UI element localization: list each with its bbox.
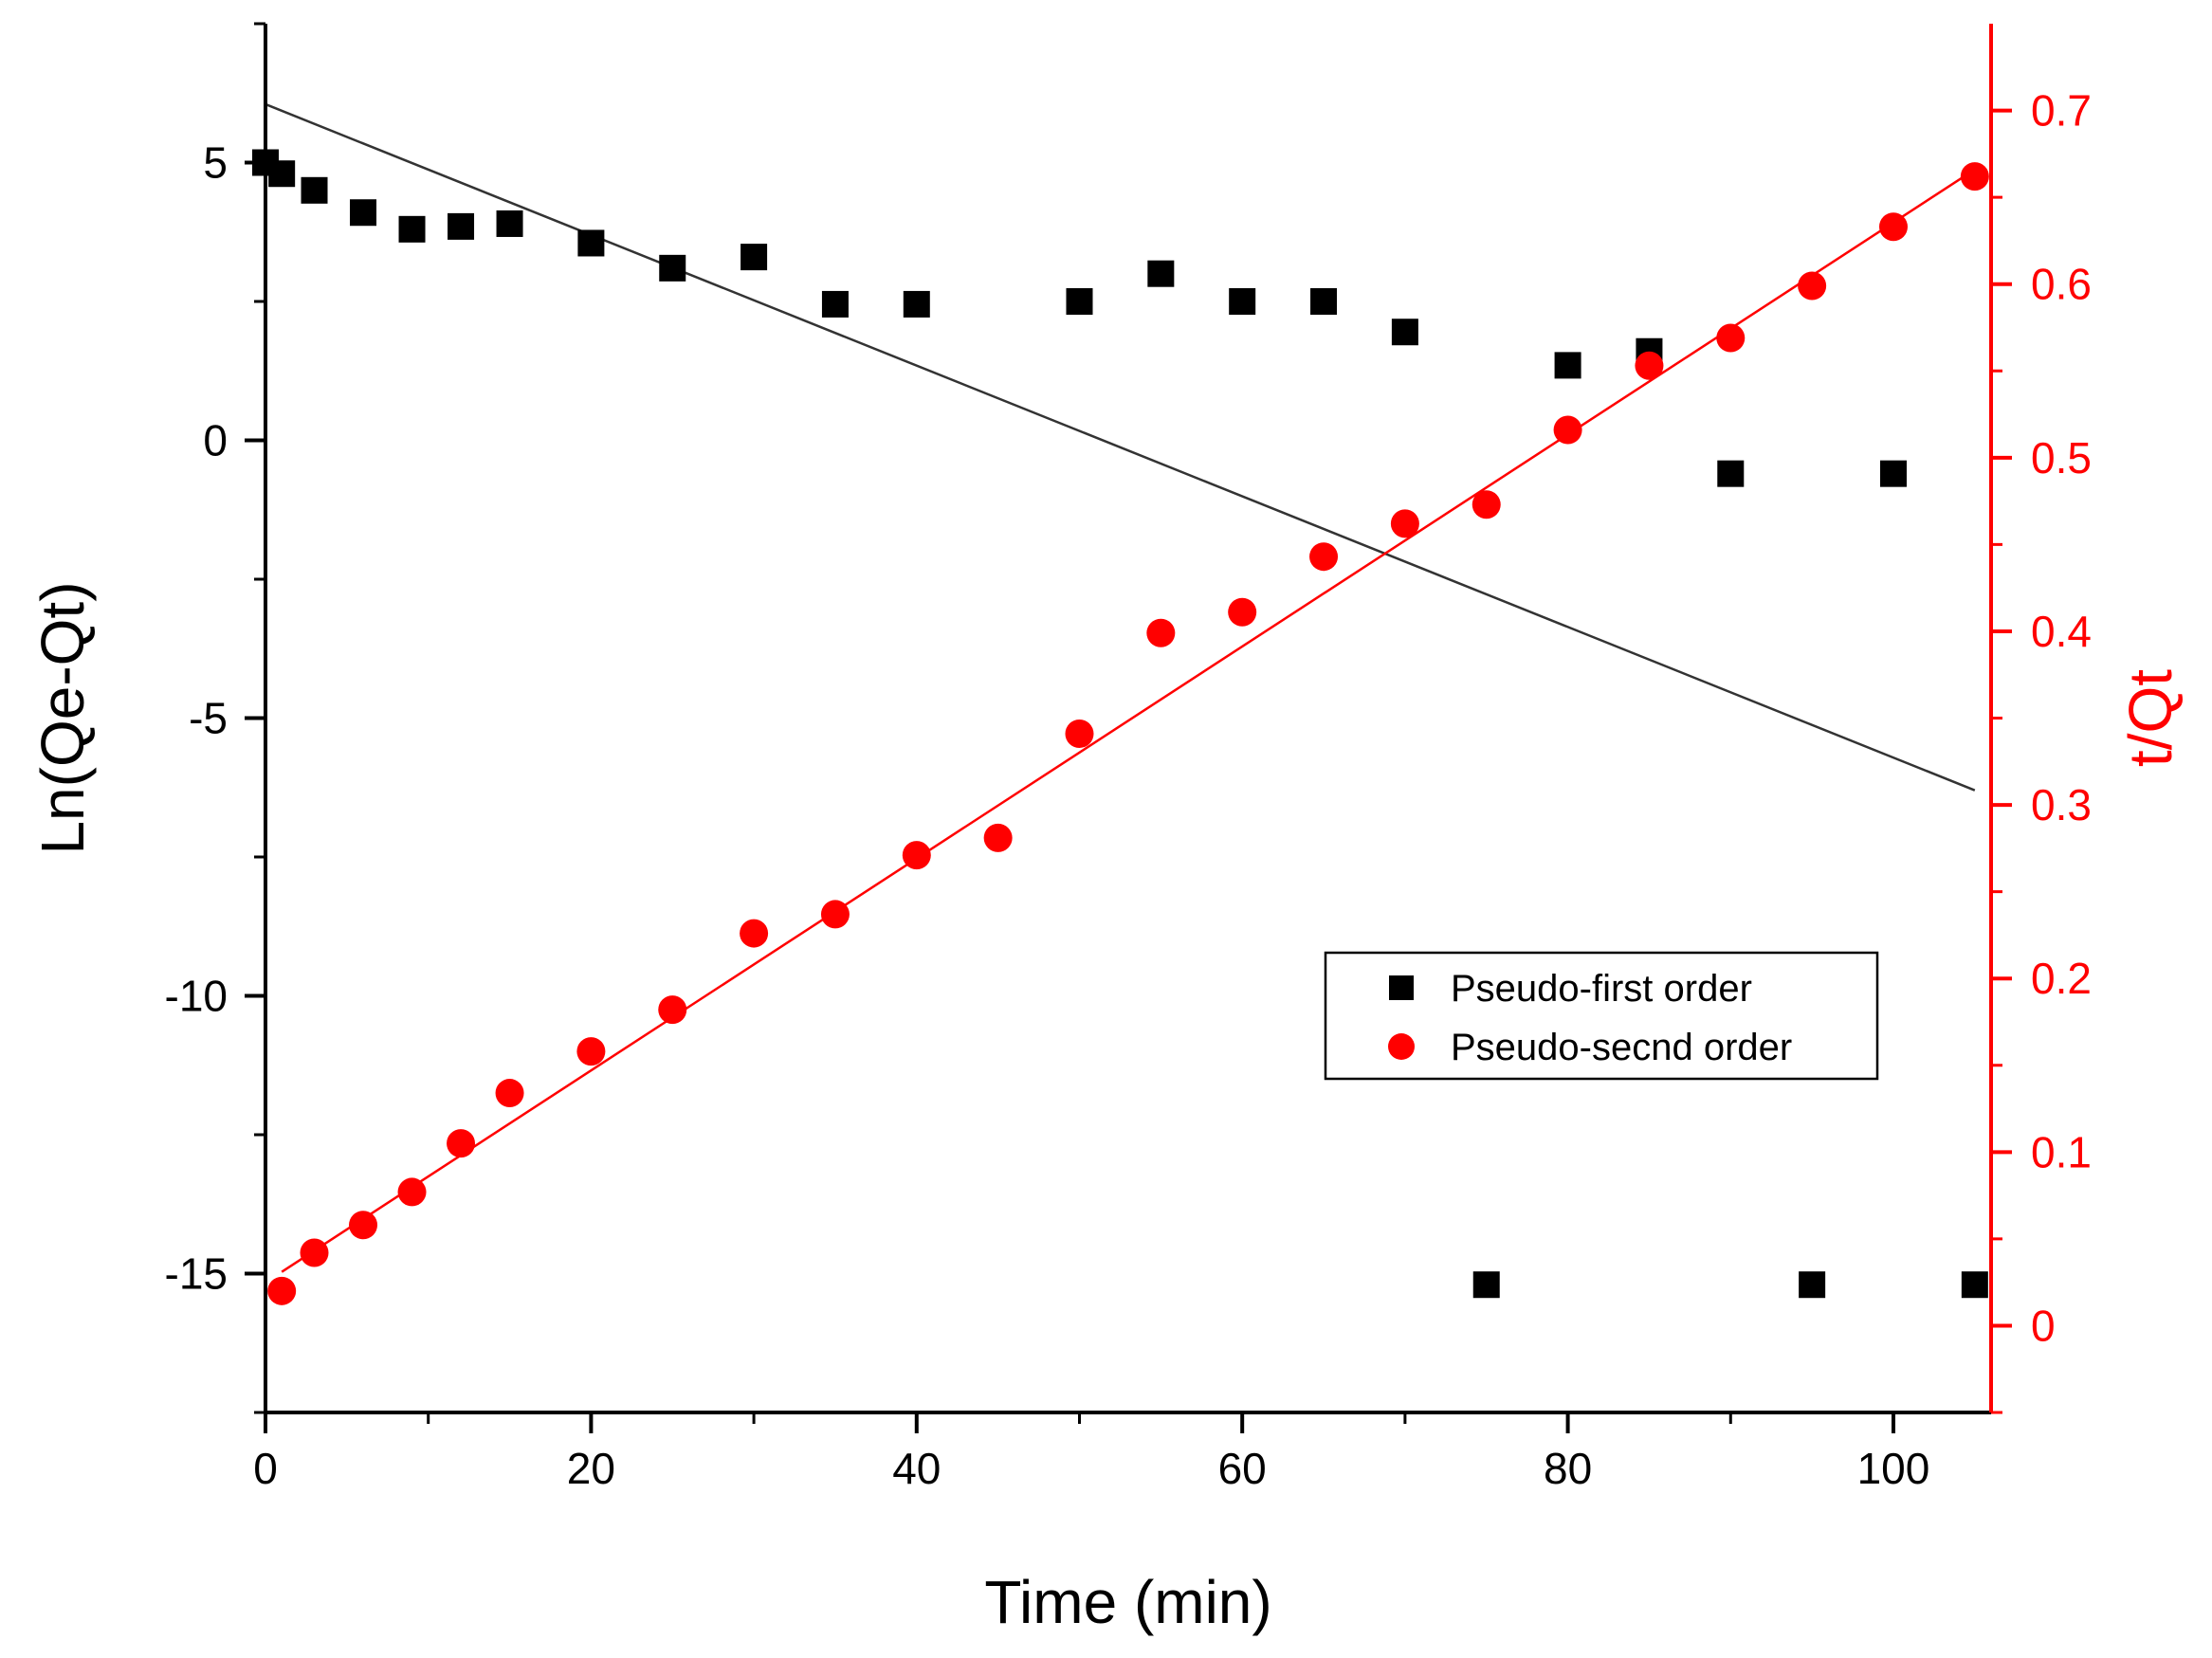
y-axis-left-title: Ln(Qe-Qt) (28, 581, 97, 854)
first-order-point (350, 199, 377, 227)
second-order-point (300, 1238, 329, 1267)
y-left-tick-label: -15 (165, 1249, 228, 1299)
legend-box (1324, 951, 1879, 1081)
axes: 0 20 40 60 80 100 5 0 -5 -10 -15 0 0.1 0.2 0.3 0.4 0.5 0.… (165, 22, 2092, 1493)
y-right-tick-label: 0 (2031, 1301, 2056, 1350)
first-order-point (1717, 460, 1745, 487)
second-order-point (1878, 212, 1908, 242)
second-order-point (397, 1177, 427, 1207)
x-tick-label: 20 (567, 1444, 615, 1493)
first-order-point (740, 244, 768, 271)
x-tick-label: 60 (1218, 1444, 1267, 1493)
second-order-point (267, 1276, 297, 1305)
second-order-point (658, 995, 687, 1025)
second-order-point (740, 919, 769, 948)
y-right-tick-label: 0.6 (2031, 260, 2092, 309)
second-order-point (349, 1211, 378, 1240)
second-order-point (1635, 351, 1664, 380)
second-order-point (576, 1037, 606, 1066)
second-order-point (1228, 597, 1257, 627)
second-order-point (1960, 162, 1989, 191)
legend-square-marker (1389, 975, 1414, 1000)
second-order-point (1472, 490, 1501, 519)
first-order-point (448, 212, 475, 240)
legend: Pseudo-first order Pseudo-secnd order (1324, 951, 1879, 1081)
second-order-point (1146, 618, 1176, 647)
second-order-point (1716, 323, 1746, 353)
first-order-fit (265, 102, 1976, 792)
second-order-point (1553, 415, 1582, 445)
y-right-tick-label: 0.1 (2031, 1127, 2092, 1176)
first-order-point (1879, 460, 1907, 487)
first-order-point (496, 210, 523, 237)
y-left-tick-label: 5 (203, 138, 228, 188)
y-left-tick-label: -5 (189, 694, 228, 743)
y-left-tick-label: 0 (203, 416, 228, 465)
data-markers (252, 149, 1989, 1305)
y-left-tick-label: -10 (165, 972, 228, 1021)
fit-lines (265, 102, 1976, 1273)
second-order-point (902, 841, 931, 870)
first-order-point (1472, 1271, 1500, 1299)
y-right-tick-label: 0.2 (2031, 954, 2092, 1003)
second-order-point (1798, 271, 1827, 301)
first-order-point (268, 160, 296, 188)
legend-label: Pseudo-first order (1451, 968, 1752, 1010)
first-order-point (301, 176, 328, 204)
y-axis-right-title: t/Qt (2116, 669, 2185, 767)
y-right-tick-label: 0.7 (2031, 86, 2092, 136)
first-order-point (1961, 1271, 1988, 1299)
first-order-point (1554, 352, 1581, 379)
second-order-point (495, 1079, 524, 1108)
first-order-point (398, 215, 426, 243)
first-order-point (821, 290, 849, 318)
legend-circle-marker (1388, 1033, 1415, 1060)
x-tick-label: 80 (1544, 1444, 1592, 1493)
x-axis-title: Time (min) (984, 1568, 1271, 1636)
first-order-point (1229, 288, 1256, 315)
first-order-point (1147, 260, 1175, 287)
first-order-point (1799, 1271, 1826, 1299)
second-order-point (1309, 542, 1339, 572)
second-order-point (1065, 719, 1094, 748)
first-order-point (1310, 288, 1338, 315)
x-tick-label: 0 (253, 1444, 278, 1493)
first-order-point (577, 229, 605, 257)
x-tick-label: 40 (892, 1444, 941, 1493)
second-order-point (820, 900, 850, 929)
first-order-point (1066, 288, 1093, 315)
second-order-point (983, 823, 1013, 852)
y-right-tick-label: 0.5 (2031, 433, 2092, 483)
first-order-point (659, 254, 686, 282)
x-tick-label: 100 (1857, 1444, 1930, 1493)
first-order-point (1391, 319, 1418, 346)
y-right-tick-label: 0.4 (2031, 607, 2092, 656)
second-order-point (1390, 509, 1419, 538)
second-order-fit (281, 168, 1976, 1273)
first-order-point (903, 290, 930, 318)
second-order-point (447, 1129, 476, 1158)
legend-label: Pseudo-secnd order (1451, 1027, 1792, 1068)
y-right-tick-label: 0.3 (2031, 780, 2092, 829)
